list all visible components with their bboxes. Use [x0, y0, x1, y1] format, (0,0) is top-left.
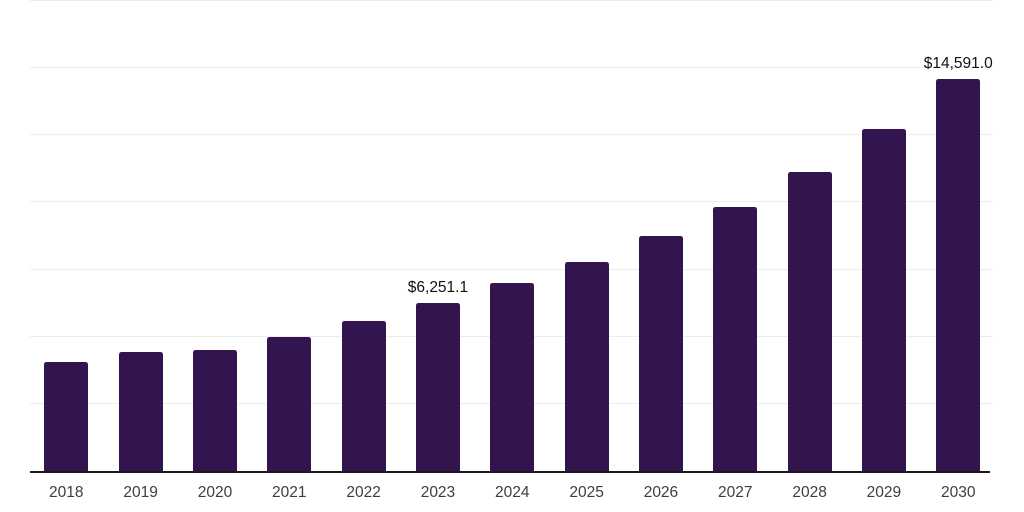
x-axis-label-2019: 2019 [123, 484, 158, 501]
x-axis-label-2026: 2026 [643, 484, 679, 501]
x-axis-label-2027: 2027 [718, 484, 753, 501]
gridline [30, 0, 993, 1]
bar-2029 [861, 128, 906, 471]
x-axis-label-2029: 2029 [866, 484, 902, 501]
bar-2024 [490, 283, 535, 471]
x-axis-label-2022: 2022 [346, 484, 381, 501]
x-axis-label-2021: 2021 [272, 484, 307, 501]
x-axis-label-2028: 2028 [792, 484, 827, 501]
gridline [30, 201, 993, 203]
bar-2019 [118, 351, 163, 471]
bar-2025 [564, 261, 609, 471]
x-axis-label-2020: 2020 [197, 484, 233, 501]
x-axis-label-2024: 2024 [495, 484, 530, 501]
x-axis-label-2018: 2018 [49, 484, 84, 501]
bar-2020 [192, 349, 237, 471]
bar-2028 [787, 171, 832, 471]
bar-2030 [936, 79, 981, 471]
bar-2022 [341, 321, 386, 471]
x-axis-label-2023: 2023 [420, 484, 456, 501]
x-axis-label-2030: 2030 [941, 484, 976, 501]
gridline [30, 134, 993, 136]
gridline [30, 268, 993, 270]
bar-2021 [267, 336, 312, 471]
x-axis-line [30, 471, 990, 473]
bar-2026 [638, 236, 683, 471]
value-label-2030: $14,591.0 [923, 55, 993, 73]
bar-2023 [415, 303, 460, 471]
plot-area: $6,251.1 $14,591.0 2018 2019 2020 2021 2022 20… [30, 0, 993, 512]
bar-2018 [44, 362, 89, 471]
x-axis-label-2025: 2025 [569, 484, 604, 501]
bar-2027 [713, 206, 758, 471]
gridline [30, 67, 993, 69]
value-label-2023: $6,251.1 [407, 279, 469, 297]
